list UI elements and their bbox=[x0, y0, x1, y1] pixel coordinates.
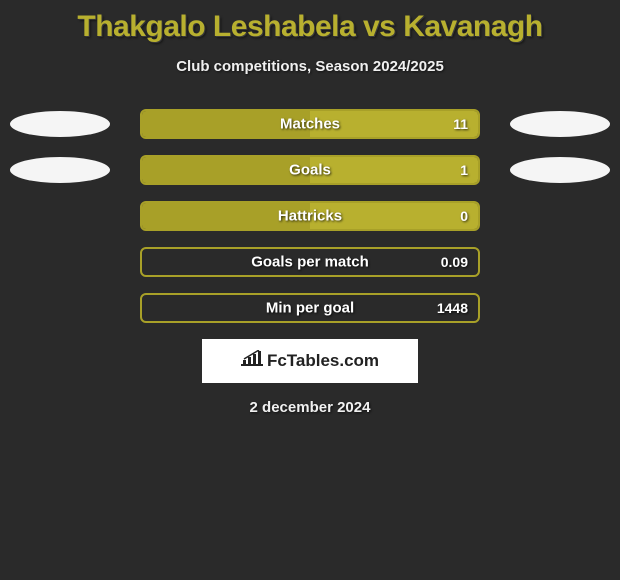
stat-label: Goals bbox=[142, 162, 478, 179]
stat-row: Hattricks0 bbox=[0, 201, 620, 231]
player-right-marker bbox=[510, 157, 610, 183]
logo: FcTables.com bbox=[241, 350, 379, 373]
chart-icon bbox=[241, 350, 263, 373]
stat-bar: Hattricks0 bbox=[140, 201, 480, 231]
player-left-marker bbox=[10, 111, 110, 137]
stat-label: Matches bbox=[142, 116, 478, 133]
stat-label: Min per goal bbox=[142, 300, 478, 317]
stat-value: 11 bbox=[453, 116, 468, 132]
logo-text: FcTables.com bbox=[267, 351, 379, 371]
page-title: Thakgalo Leshabela vs Kavanagh bbox=[0, 10, 620, 44]
stat-value: 0.09 bbox=[441, 254, 468, 270]
stat-bar: Goals per match0.09 bbox=[140, 247, 480, 277]
stat-label: Hattricks bbox=[142, 208, 478, 225]
stat-bar: Matches11 bbox=[140, 109, 480, 139]
comparison-infographic: Thakgalo Leshabela vs Kavanagh Club comp… bbox=[0, 0, 620, 580]
stat-bar: Goals1 bbox=[140, 155, 480, 185]
logo-box: FcTables.com bbox=[202, 339, 418, 383]
stats-area: Matches11 Goals1 Hattricks0 Goals per match… bbox=[0, 109, 620, 323]
subtitle: Club competitions, Season 2024/2025 bbox=[0, 58, 620, 75]
stat-label: Goals per match bbox=[142, 254, 478, 271]
stat-value: 1 bbox=[460, 162, 468, 178]
player-left-marker bbox=[10, 157, 110, 183]
stat-value: 1448 bbox=[437, 300, 468, 316]
date-text: 2 december 2024 bbox=[0, 399, 620, 416]
stat-row: Matches11 bbox=[0, 109, 620, 139]
stat-value: 0 bbox=[460, 208, 468, 224]
stat-bar: Min per goal1448 bbox=[140, 293, 480, 323]
stat-row: Goals per match0.09 bbox=[0, 247, 620, 277]
stat-row: Min per goal1448 bbox=[0, 293, 620, 323]
stat-row: Goals1 bbox=[0, 155, 620, 185]
player-right-marker bbox=[510, 111, 610, 137]
